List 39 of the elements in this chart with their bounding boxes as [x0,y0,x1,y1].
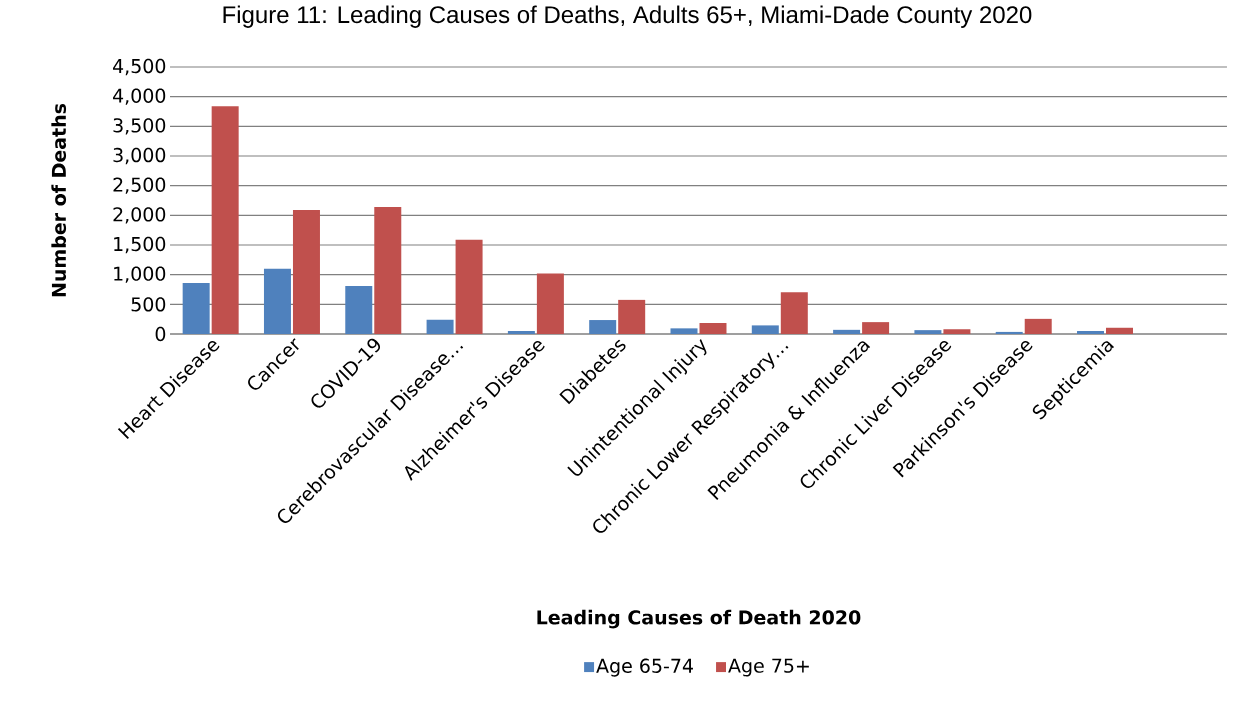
chart-title: Figure 11: Leading Causes of Deaths, Adults 65+, Miami-Dade County 2020 [223,5,1032,28]
bar [943,329,971,334]
x-axis-title: Leading Causes of Death 2020 [537,609,861,629]
y-axis-title: Number of Deaths [51,103,67,297]
y-tick-label: 2,000 [113,207,166,224]
bar [211,106,239,334]
bar [1106,327,1134,334]
bar [182,282,210,334]
bar [833,329,861,334]
bar [1077,331,1105,334]
bar [374,207,402,334]
bar [618,299,646,334]
y-tick-label: 1,500 [114,236,166,254]
y-tick-label: 3,000 [113,147,166,165]
legend-label: Age 75+ [728,658,809,677]
bar [780,292,808,334]
y-tick-label: 4,000 [113,88,166,105]
y-tick-label: 500 [131,297,166,312]
y-tick-label: 2,500 [113,177,166,194]
bar [507,331,535,334]
bar [670,328,698,334]
bar [536,273,564,334]
bar [995,331,1023,334]
bar [426,319,454,334]
bar [751,325,779,334]
bar [914,330,942,334]
y-tick-label: 0 [155,326,166,342]
bar [699,323,727,334]
bar [862,322,890,334]
bar [589,320,617,334]
bar [292,209,320,334]
y-tick-label: 3,500 [113,118,166,135]
y-tick-label: 4,500 [113,58,166,76]
bar [345,285,373,334]
bar [1024,318,1052,334]
y-tick-label: 1,000 [114,266,166,283]
bar [263,268,291,334]
bar [455,239,483,334]
legend-label: Age 65-74 [596,658,693,677]
